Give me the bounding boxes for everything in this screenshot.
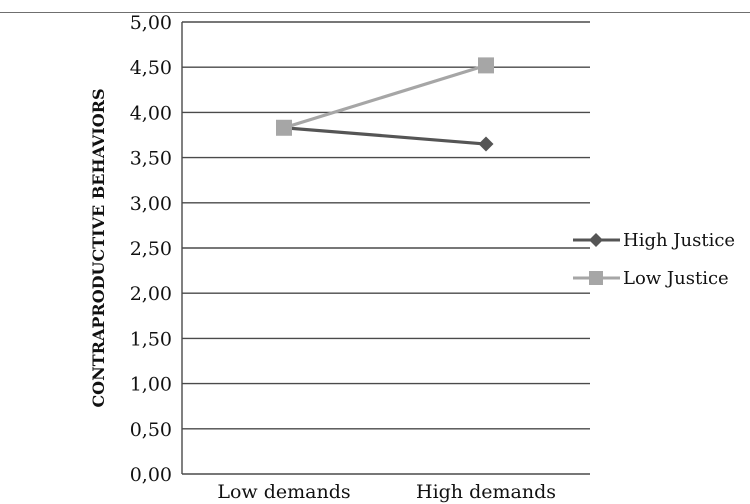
y-tick-label: 2,50 xyxy=(130,238,172,260)
y-tick-label: 0,00 xyxy=(130,464,172,486)
series-line xyxy=(283,126,487,146)
top-border-line xyxy=(0,12,750,13)
y-axis-title: CONTRAPRODUCTIVE BEHAVIORS xyxy=(89,88,108,407)
y-tick-label: 0,50 xyxy=(130,419,172,441)
series-high-justice xyxy=(276,120,494,152)
series-low-justice xyxy=(276,57,494,136)
diamond-marker xyxy=(478,136,494,152)
y-tick-label: 4,00 xyxy=(130,102,172,124)
square-marker xyxy=(276,119,292,136)
x-axis-ticks: Low demands High demands xyxy=(217,481,556,503)
y-tick-label: 1,50 xyxy=(130,328,172,350)
x-tick-label: High demands xyxy=(416,481,556,503)
y-tick-label: 3,00 xyxy=(130,193,172,215)
y-tick-label: 5,00 xyxy=(130,12,172,34)
legend: High Justice Low Justice xyxy=(573,230,735,289)
square-marker xyxy=(589,271,603,285)
y-tick-label: 2,00 xyxy=(130,283,172,305)
y-tick-label: 4,50 xyxy=(130,57,172,79)
y-axis-ticks: 0,00 0,50 1,00 1,50 2,00 2,50 3,00 3,50 4,00 4,50… xyxy=(130,12,172,486)
legend-label: Low Justice xyxy=(623,268,729,289)
series-lines xyxy=(276,57,494,152)
square-marker xyxy=(478,57,494,74)
y-tick-label: 1,00 xyxy=(130,374,172,396)
diamond-marker xyxy=(589,233,603,247)
series-line xyxy=(283,63,487,130)
gridlines xyxy=(181,21,590,475)
legend-label: High Justice xyxy=(623,230,735,251)
y-tick-label: 3,50 xyxy=(130,148,172,170)
x-tick-label: Low demands xyxy=(217,481,350,503)
